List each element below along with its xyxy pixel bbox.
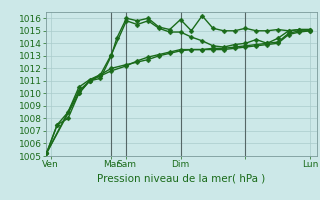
X-axis label: Pression niveau de la mer( hPa ): Pression niveau de la mer( hPa )	[98, 173, 266, 183]
